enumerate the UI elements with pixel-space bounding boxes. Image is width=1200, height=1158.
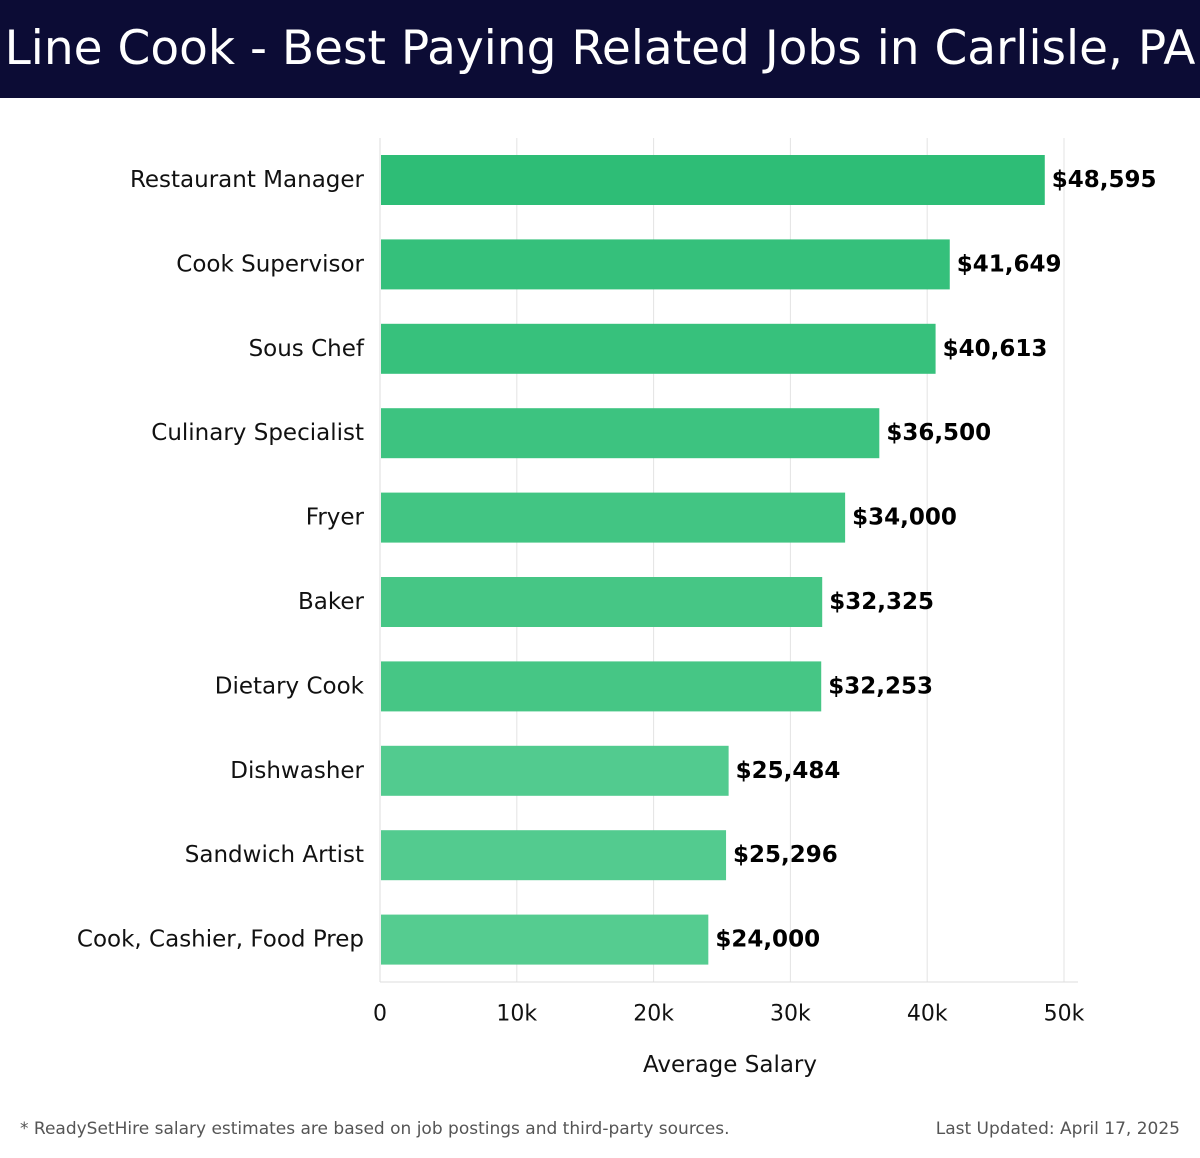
footnote: * ReadySetHire salary estimates are base… <box>20 1119 730 1139</box>
chart-title: Line Cook - Best Paying Related Jobs in … <box>4 21 1196 76</box>
category-label: Cook Supervisor <box>176 251 364 277</box>
value-label: $48,595 <box>1052 167 1157 193</box>
bar <box>381 492 846 543</box>
bar <box>381 408 880 459</box>
x-axis-label: Average Salary <box>643 1052 817 1078</box>
bar <box>381 745 729 796</box>
category-label: Cook, Cashier, Food Prep <box>77 927 364 953</box>
last-updated: Last Updated: April 17, 2025 <box>935 1119 1180 1139</box>
bar <box>381 155 1045 205</box>
value-label: $32,325 <box>829 589 934 615</box>
bar <box>381 577 823 627</box>
category-label: Fryer <box>306 505 365 531</box>
value-label: $34,000 <box>852 505 957 531</box>
value-label: $41,649 <box>957 251 1062 277</box>
category-label: Sous Chef <box>249 336 365 362</box>
x-tick-label: 0 <box>373 1002 387 1027</box>
bar <box>381 830 727 881</box>
category-label: Culinary Specialist <box>151 420 364 446</box>
value-label: $24,000 <box>715 927 820 953</box>
value-label: $40,613 <box>943 336 1048 362</box>
value-label: $36,500 <box>886 420 991 446</box>
x-tick-label: 30k <box>770 1002 811 1027</box>
bar <box>381 323 936 374</box>
category-label: Dietary Cook <box>215 673 365 699</box>
x-tick-label: 40k <box>907 1002 948 1027</box>
category-label: Sandwich Artist <box>185 842 364 868</box>
bar <box>381 914 709 965</box>
x-tick-label: 20k <box>633 1002 674 1027</box>
category-label: Dishwasher <box>230 758 364 784</box>
category-label: Restaurant Manager <box>130 167 365 193</box>
value-label: $25,296 <box>733 842 838 868</box>
x-tick-label: 50k <box>1044 1002 1085 1027</box>
value-label: $25,484 <box>736 758 841 784</box>
category-label: Baker <box>298 589 365 615</box>
bar-chart: Restaurant Manager $48,595 Cook Supervisor… <box>77 138 1157 1078</box>
x-tick-label: 10k <box>496 1002 537 1027</box>
value-label: $32,253 <box>828 673 933 699</box>
bar <box>381 239 950 290</box>
bar <box>381 661 822 712</box>
header-banner: Line Cook - Best Paying Related Jobs in … <box>0 0 1200 98</box>
